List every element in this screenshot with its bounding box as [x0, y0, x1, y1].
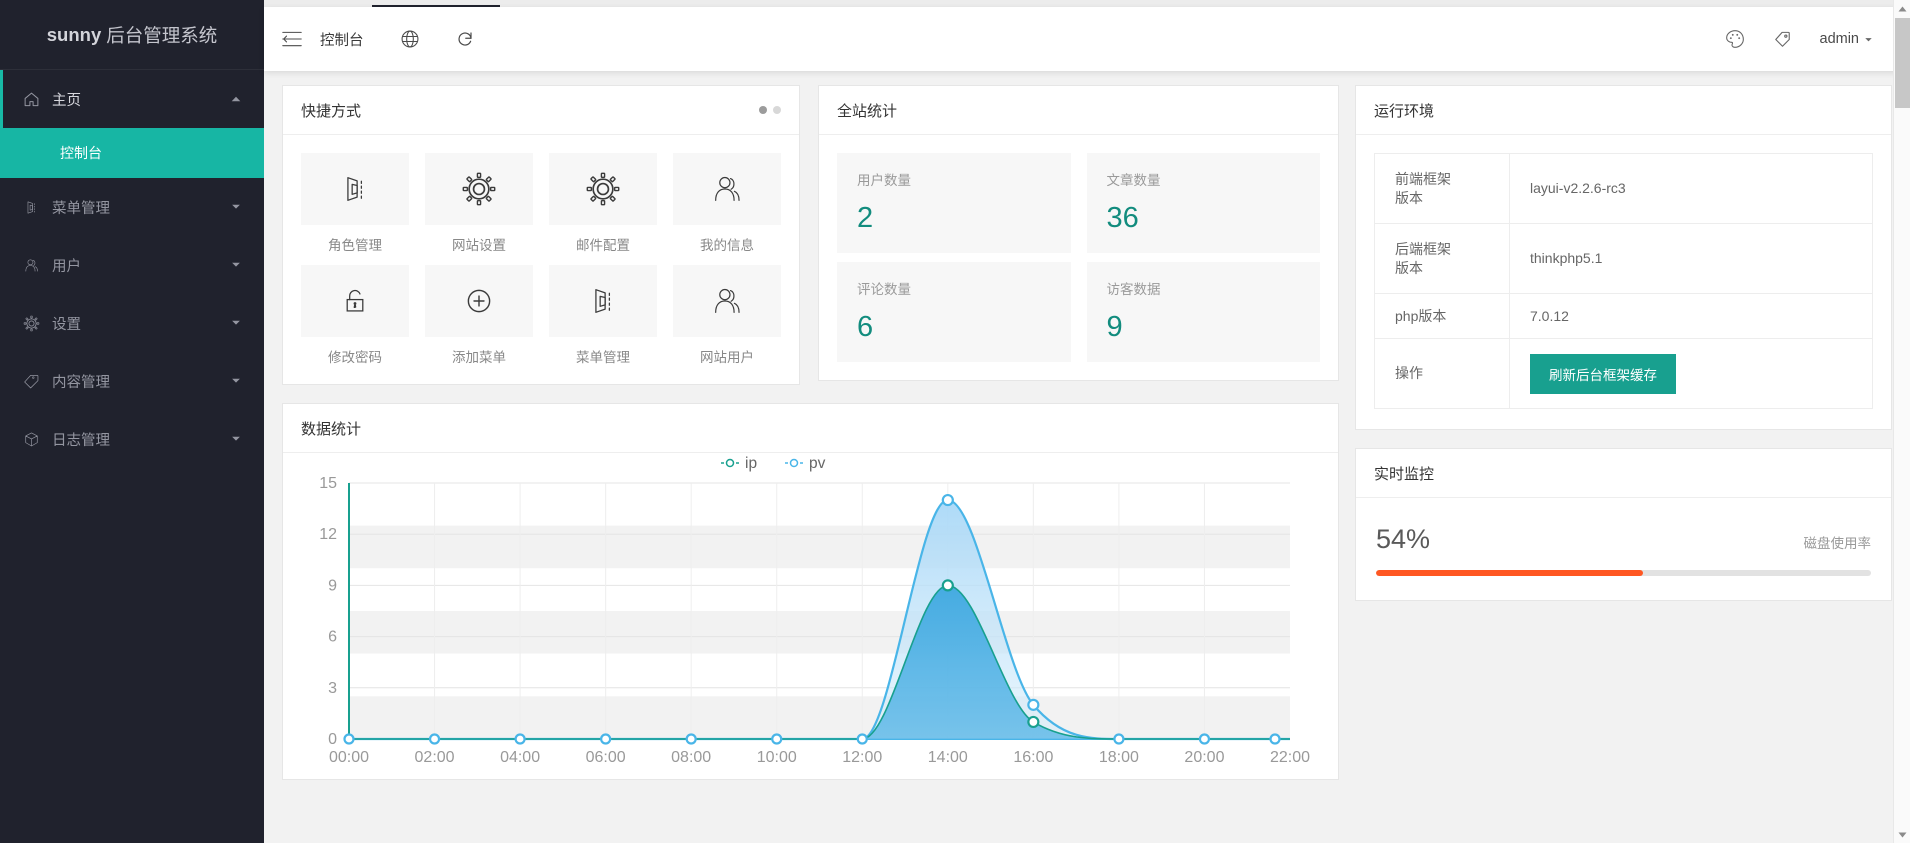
svg-text:pv: pv	[809, 455, 826, 472]
svg-text:18:00: 18:00	[1099, 749, 1139, 766]
svg-text:14:00: 14:00	[928, 749, 968, 766]
svg-text:12:00: 12:00	[842, 749, 882, 766]
svg-text:00:00: 00:00	[329, 749, 369, 766]
svg-text:ip: ip	[745, 455, 757, 472]
svg-text:3: 3	[328, 680, 337, 697]
svg-text:04:00: 04:00	[500, 749, 540, 766]
svg-text:6: 6	[328, 629, 337, 646]
svg-text:10:00: 10:00	[757, 749, 797, 766]
svg-text:22:00: 22:00	[1270, 749, 1310, 766]
svg-text:06:00: 06:00	[586, 749, 626, 766]
svg-text:15: 15	[319, 475, 337, 492]
svg-text:08:00: 08:00	[671, 749, 711, 766]
svg-text:9: 9	[328, 577, 337, 594]
svg-text:0: 0	[328, 731, 337, 748]
svg-text:16:00: 16:00	[1013, 749, 1053, 766]
svg-text:02:00: 02:00	[415, 749, 455, 766]
svg-text:20:00: 20:00	[1184, 749, 1224, 766]
svg-text:12: 12	[319, 526, 337, 543]
